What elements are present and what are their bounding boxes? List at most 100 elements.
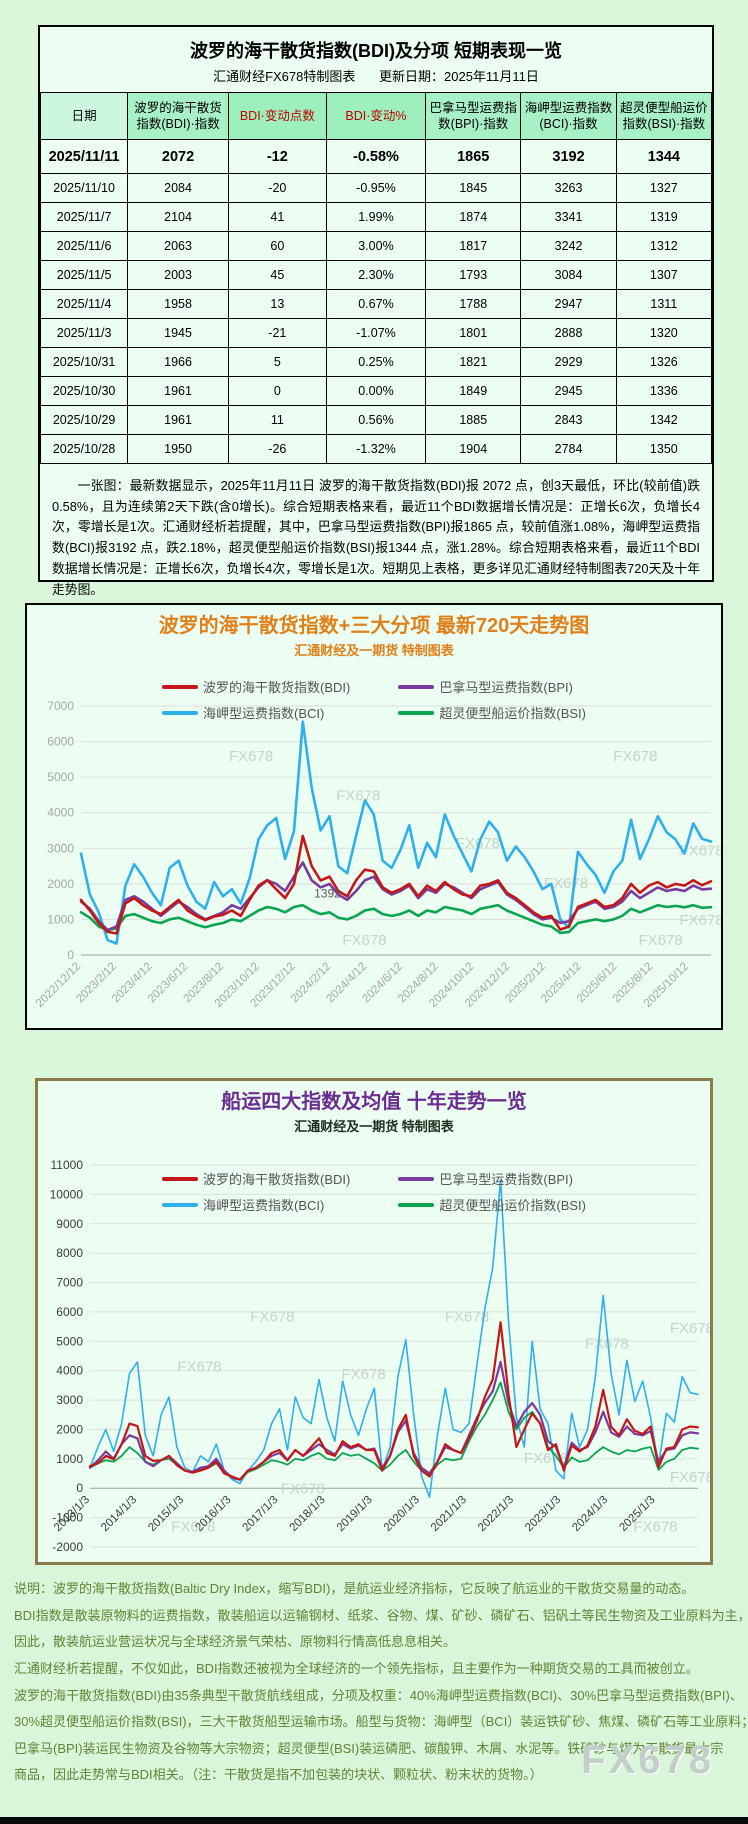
chart-watermark: FX678 — [229, 748, 273, 765]
y-axis-label: 5000 — [56, 1334, 83, 1348]
footer-line: 30%超灵便型船运价指数(BSI)，三大干散货船型运输市场。船型与货物：海岬型（… — [14, 1714, 748, 1730]
y-axis-label: 10000 — [50, 1187, 84, 1201]
y-axis-label: 4000 — [56, 1364, 83, 1378]
table-cell: 3263 — [520, 173, 617, 203]
footer-line: 说明：波罗的海干散货指数(Baltic Dry Index，缩写BDI)，是航运… — [14, 1581, 695, 1596]
table-cell: 1958 — [127, 289, 229, 319]
table-cell: 1344 — [615, 139, 713, 174]
legend-swatch-bdi — [162, 1176, 199, 1181]
chart-720day-plot: 0 1000 2000 3000 4000 5000 6000 7000 FX678 FX678 F… — [29, 667, 724, 1028]
table-note: 一张图：最新数据显示，2025年11月11日 波罗的海干散货指数(BDI)报 2… — [52, 478, 700, 597]
chart-watermark: FX678 — [445, 1309, 489, 1326]
y-axis-label: 6000 — [47, 735, 74, 749]
chart-720day-title: 波罗的海干散货指数+三大分项 最新720天走势图 — [158, 615, 590, 637]
chart-watermark: FX678 — [670, 1469, 710, 1486]
chart-watermark: FX678 — [342, 932, 386, 949]
table-row: 2025/10/30 1961 0 0.00% 1849 2945 1336 — [39, 376, 713, 406]
table-cell: 3341 — [520, 202, 617, 232]
y-axis-label: 1000 — [56, 1452, 83, 1466]
table-cell: 1793 — [425, 260, 522, 290]
legend-label: 波罗的海干散货指数(BDI) — [203, 1172, 351, 1187]
chart-watermark: FX678 — [524, 1450, 568, 1467]
y-axis-label: 0 — [76, 1481, 83, 1495]
table-cell: 2025/10/29 — [39, 405, 129, 435]
chart-watermark: FX678 — [250, 1309, 294, 1326]
table-row: 2025/10/29 1961 11 0.56% 1885 2843 1342 — [39, 405, 713, 435]
legend-item-bci: 海岬型运费指数(BCI) — [162, 1195, 350, 1214]
table-row: 2025/11/4 1958 13 0.67% 1788 2947 1311 — [39, 289, 713, 319]
table-cell: 2025/11/10 — [39, 173, 129, 203]
table-row: 2025/10/28 1950 -26 -1.32% 1904 2784 1350 — [39, 434, 713, 464]
table-cell: 13 — [227, 289, 327, 319]
legend-label: 海岬型运费指数(BCI) — [203, 1198, 325, 1213]
column-header: 海岬型运费指数(BCI)·指数 — [520, 92, 617, 140]
legend-label: 海岬型运费指数(BCI) — [203, 706, 325, 721]
legend-label: 超灵便型船运价指数(BSI) — [439, 1198, 586, 1213]
chart-720day-legend: 波罗的海干散货指数(BDI) 巴拿马型运费指数(BPI) 海岬型运费指数(BCI) 超… — [162, 677, 586, 722]
legend-item-bsi: 超灵便型船运价指数(BSI) — [398, 1195, 586, 1214]
chart-watermark: FX678 — [613, 748, 657, 765]
y-axis-label: 9000 — [56, 1217, 83, 1231]
table-cell: 1966 — [127, 347, 229, 377]
table-cell: -0.95% — [325, 173, 427, 203]
table-cell: 2929 — [520, 347, 617, 377]
legend-label: 超灵便型船运价指数(BSI) — [439, 706, 586, 721]
y-axis-label: -1000 — [52, 1511, 83, 1525]
table-cell: 2025/11/6 — [39, 231, 129, 261]
y-axis-label: 1000 — [47, 912, 74, 926]
table-cell: -26 — [227, 434, 327, 464]
table-cell: 45 — [227, 260, 327, 290]
series-line-bsi — [79, 903, 713, 935]
legend-item-bsi: 超灵便型船运价指数(BSI) — [398, 703, 586, 722]
table-cell: 2025/10/30 — [39, 376, 129, 406]
legend-swatch-bpi — [398, 1176, 435, 1181]
table-cell: 1849 — [425, 376, 522, 406]
y-axis-label: 4000 — [47, 806, 74, 820]
x-axis-label: 2021/1/3 — [429, 1494, 469, 1534]
y-axis-label: 3000 — [56, 1393, 83, 1407]
table-cell: 1319 — [615, 202, 713, 232]
table-cell: 0.25% — [325, 347, 427, 377]
chart-watermark: FX678 — [679, 912, 721, 929]
y-axis-label: 11000 — [51, 1158, 84, 1172]
table-cell: -21 — [227, 318, 327, 348]
chart-watermark: FX678 — [336, 788, 380, 805]
short-term-table-panel: 波罗的海干散货指数(BDI)及分项 短期表现一览 汇通财经FX678特制图表 更… — [38, 25, 714, 597]
legend-swatch-bsi — [398, 1202, 435, 1207]
chart-watermark: FX678 — [670, 1320, 710, 1337]
table-source-label: 汇通财经FX678特制图表 — [213, 69, 356, 84]
series-line-bpi — [79, 861, 713, 932]
bottom-black-bar — [0, 1817, 748, 1824]
table-cell: 1945 — [127, 318, 229, 348]
footer-explanation: 说明：波罗的海干散货指数(Baltic Dry Index，缩写BDI)，是航运… — [14, 1576, 748, 1789]
x-axis-label: 2019/1/3 — [335, 1494, 375, 1534]
table-header-row: 日期 波罗的海干散货指数(BDI)·指数 BDI·变动点数 BDI·变动% 巴拿马型运费… — [39, 92, 713, 140]
chart-720day-panel: 波罗的海干散货指数+三大分项 最新720天走势图 汇通财经及一期货 特制图表 波… — [25, 603, 724, 1030]
bdi-short-term-table: 日期 波罗的海干散货指数(BDI)·指数 BDI·变动点数 BDI·变动% 巴拿马型运费… — [39, 92, 713, 464]
table-cell: -12 — [227, 139, 327, 174]
y-axis-label: 7000 — [47, 699, 74, 713]
y-axis-label: -2000 — [52, 1540, 83, 1554]
x-axis-label: 2022/1/3 — [476, 1494, 516, 1534]
table-title: 波罗的海干散货指数(BDI)及分项 短期表现一览 — [190, 41, 562, 61]
chart-watermark: FX678 — [633, 1519, 677, 1536]
legend-item-bpi: 巴拿马型运费指数(BPI) — [398, 1169, 586, 1188]
table-cell: 60 — [227, 231, 327, 261]
table-row: 2025/11/7 2104 41 1.99% 1874 3341 1319 — [39, 202, 713, 232]
table-cell: 1961 — [127, 376, 229, 406]
table-cell: 2025/10/31 — [39, 347, 129, 377]
table-cell: 1.99% — [325, 202, 427, 232]
table-cell: 3192 — [520, 139, 617, 174]
footer-line: BDI指数是散装原物料的运费指数，散装船运以运输钢材、纸浆、谷物、煤、矿砂、磷矿… — [14, 1607, 748, 1623]
chart-watermark: FX678 — [544, 875, 588, 892]
x-axis-label: 2017/1/3 — [240, 1494, 280, 1534]
y-axis-label: 8000 — [56, 1246, 83, 1260]
table-cell: 0.56% — [325, 405, 427, 435]
table-cell: 2025/11/3 — [39, 318, 129, 348]
chart-10year-subtitle: 汇通财经及一期货 特制图表 — [294, 1119, 454, 1134]
column-header: 日期 — [39, 92, 129, 140]
y-axis-label: 2000 — [47, 877, 74, 891]
table-cell: 0.67% — [325, 289, 427, 319]
chart-annotation: 1392 — [314, 887, 341, 901]
chart-watermark: FX678 — [679, 842, 721, 859]
